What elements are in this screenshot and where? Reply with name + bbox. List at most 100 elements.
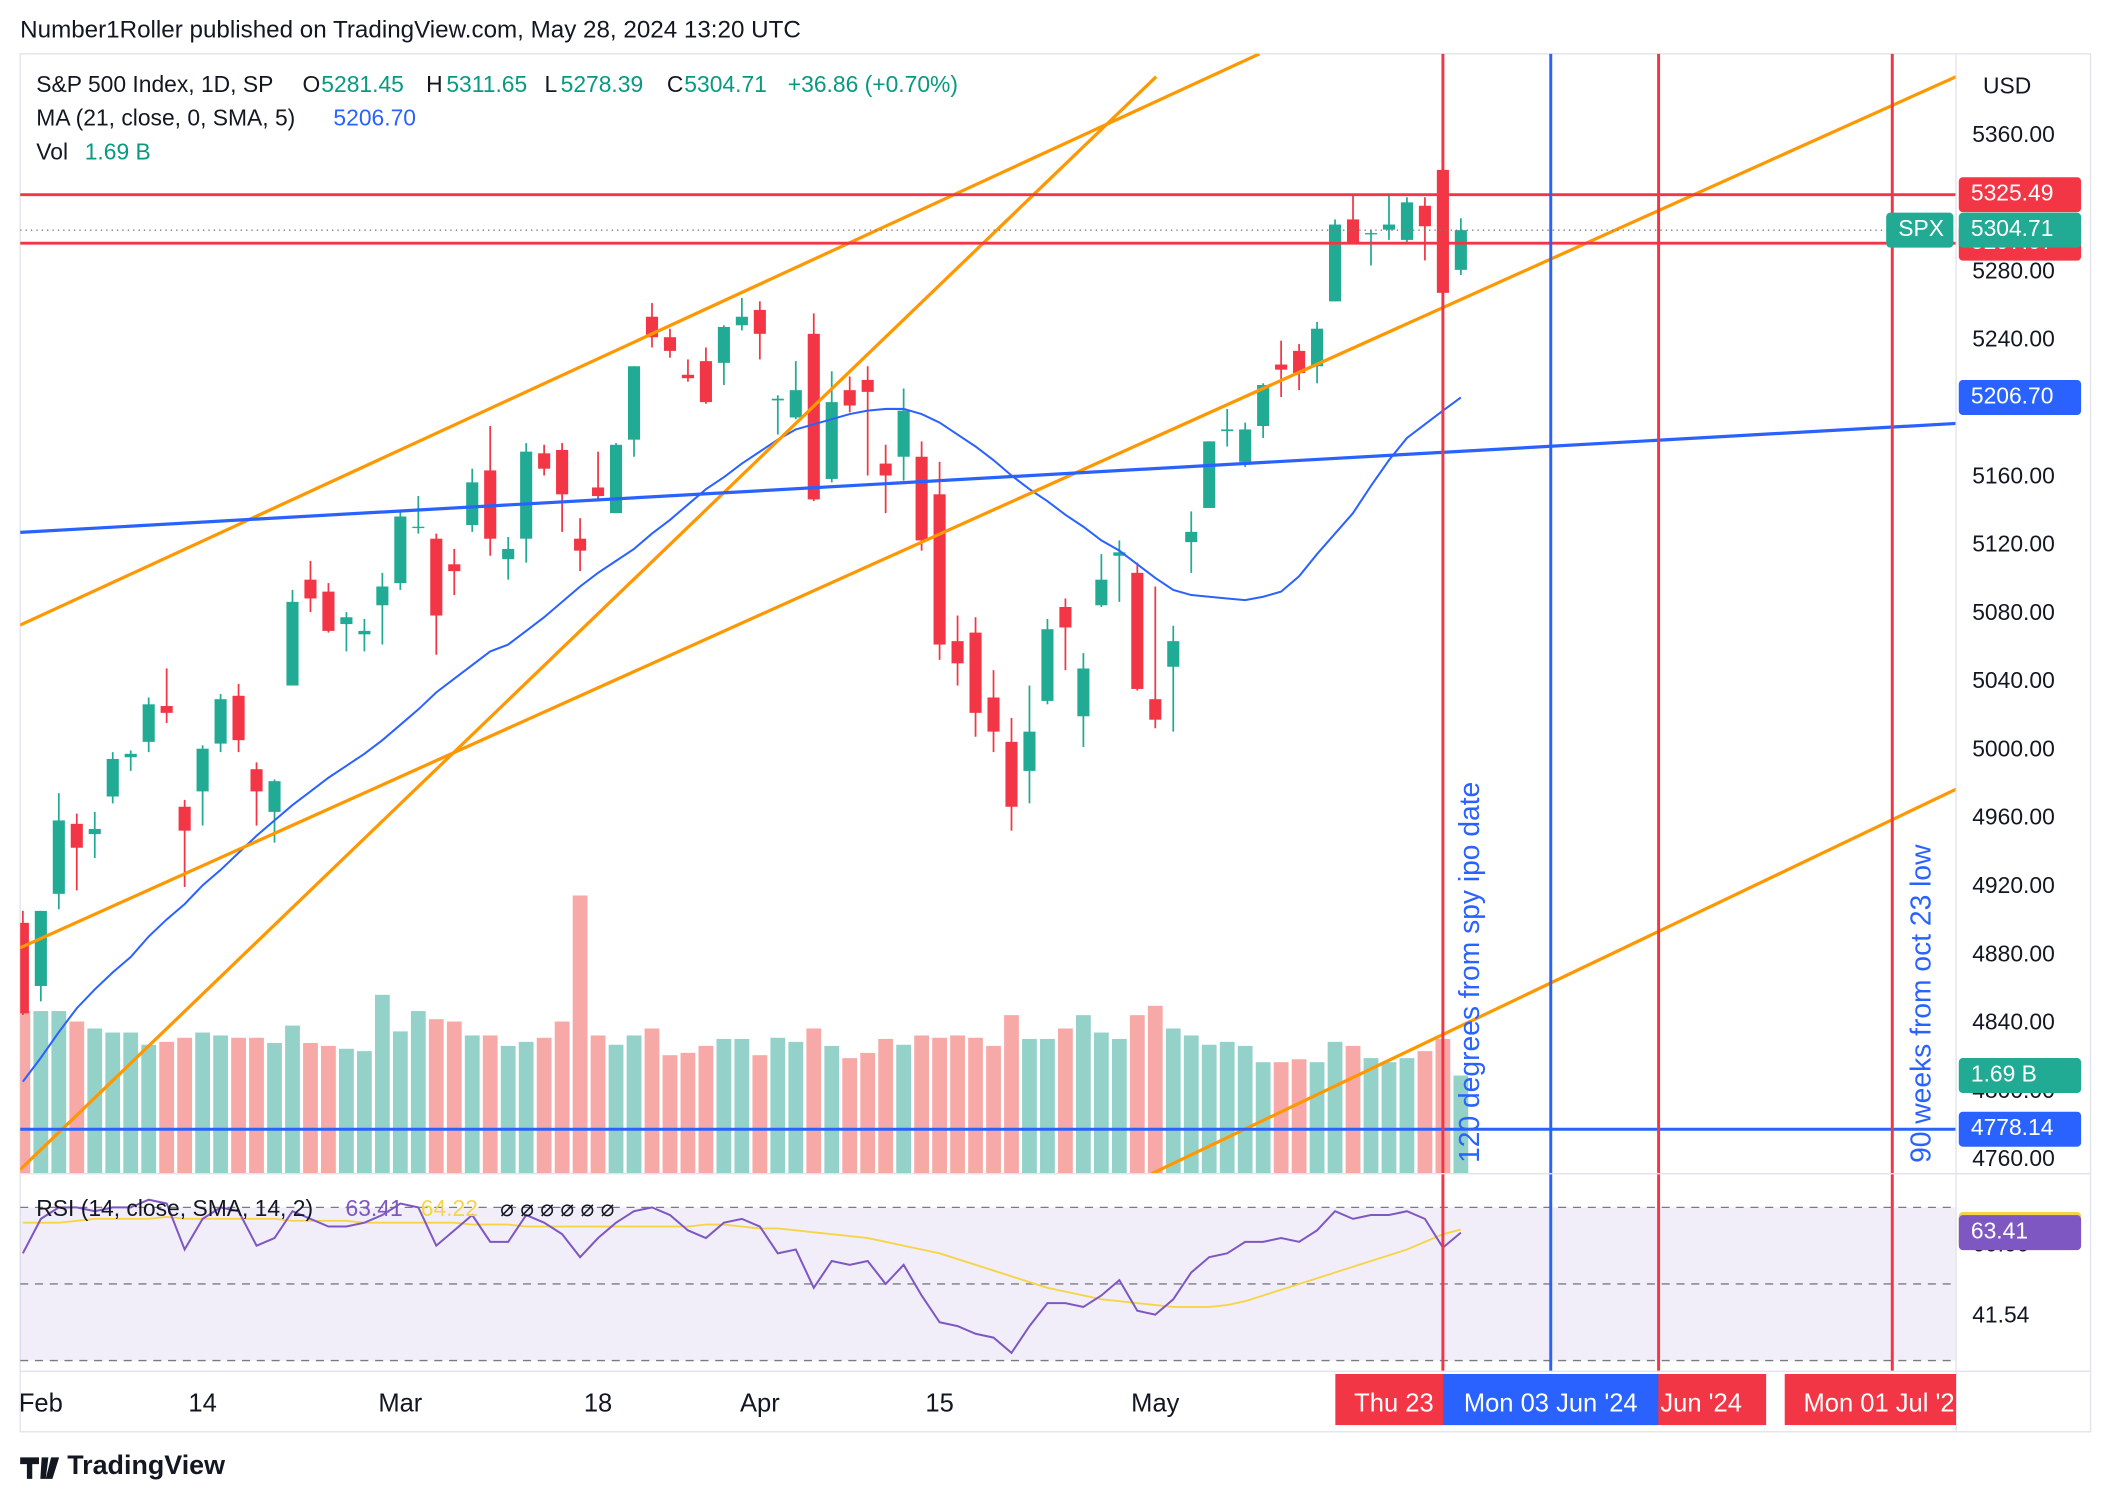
candle-body	[1005, 741, 1018, 807]
candle-body	[1221, 429, 1234, 432]
candle-body	[88, 828, 101, 835]
symbol-label-box	[1886, 212, 1954, 248]
brand: TradingView	[67, 1450, 225, 1480]
high: 5311.65	[446, 71, 527, 97]
candle-body	[1364, 233, 1378, 235]
candle-body	[1149, 699, 1162, 720]
volume-bar	[1004, 1015, 1019, 1174]
volume-bar	[932, 1037, 947, 1174]
volume-bar	[860, 1052, 876, 1174]
volume-label-box	[1958, 1058, 2082, 1094]
candle-body	[1167, 641, 1180, 667]
candle-body	[1185, 531, 1198, 543]
hline-label: 5325.49	[1971, 180, 2054, 206]
rsi-nulls: ⌀ ⌀ ⌀ ⌀ ⌀ ⌀	[500, 1195, 614, 1221]
y-tick-label: 5240.00	[1972, 326, 2055, 352]
logo	[20, 1457, 60, 1479]
candle-body	[915, 456, 928, 541]
candle-body	[771, 398, 784, 401]
l-label: L	[544, 71, 557, 97]
volume-bar	[1399, 1058, 1415, 1174]
date-box	[1784, 1373, 1957, 1426]
ma-label: 5206.70	[1971, 383, 2054, 409]
ma-label-box	[1958, 380, 2082, 415]
x-tick-label: 15	[925, 1390, 953, 1418]
candle-body	[1113, 552, 1126, 556]
close: 5304.71	[684, 71, 767, 97]
candle-body	[124, 753, 137, 758]
volume-bar	[1327, 1041, 1343, 1174]
candle-body	[933, 494, 946, 645]
candle-body	[843, 390, 856, 406]
candle-body	[681, 374, 694, 379]
frame	[19, 53, 2092, 1433]
volume-bar	[698, 1045, 714, 1174]
volume-bar	[1309, 1062, 1325, 1174]
candle-body	[592, 487, 605, 497]
x-tick-label: Feb	[19, 1390, 63, 1418]
candle-body	[70, 823, 83, 848]
volume-bar	[20, 1011, 31, 1174]
candle-body	[1418, 205, 1431, 227]
candle-body	[1311, 328, 1324, 367]
rsi-pane	[20, 1198, 1957, 1362]
candle-body	[1275, 364, 1288, 370]
candle-body	[1077, 668, 1090, 717]
candle-body	[556, 449, 569, 495]
volume-bar	[842, 1058, 858, 1174]
volume-bar	[1129, 1015, 1145, 1174]
volume-bar	[231, 1037, 246, 1174]
volume-bar	[87, 1028, 103, 1174]
candle-body	[178, 806, 191, 831]
h-label: H	[426, 71, 443, 97]
volume-bar	[285, 1025, 300, 1174]
candle-body	[34, 910, 47, 987]
c-label: C	[667, 71, 684, 97]
volume-bar	[788, 1041, 804, 1174]
candle-body	[160, 706, 173, 713]
candle-body	[1293, 350, 1306, 374]
o-label: O	[302, 71, 320, 97]
candle-body	[1041, 629, 1054, 701]
hline-label: 4778.14	[1971, 1114, 2054, 1140]
date-label: Mon 01 Jul '2	[1804, 1390, 1955, 1418]
trendline	[20, 421, 1957, 534]
y-tick-label: 5280.00	[1972, 257, 2055, 283]
candle-body	[214, 699, 227, 744]
candle-body	[879, 463, 892, 476]
volume-bar	[536, 1037, 552, 1174]
rsi-signal-value: 64.22	[421, 1195, 478, 1221]
volume-bar	[896, 1044, 912, 1174]
volume-bar	[428, 1019, 444, 1174]
candle-body	[268, 781, 281, 812]
hline-label-box	[1958, 1111, 2082, 1147]
volume-bar	[500, 1045, 516, 1174]
trendline	[20, 53, 1261, 627]
candle-body	[1328, 224, 1342, 302]
candle-body	[1346, 219, 1360, 244]
candle-body	[753, 309, 766, 334]
volume-bar	[51, 1011, 67, 1174]
candle-body	[304, 579, 317, 599]
volume-bar	[644, 1028, 660, 1174]
symbol-label: SPX	[1898, 215, 1944, 241]
candle-body	[1400, 202, 1413, 240]
candle-body	[735, 316, 748, 326]
candle-body	[825, 402, 838, 479]
volume-bar	[1273, 1062, 1289, 1174]
volume-bar	[1201, 1044, 1217, 1174]
rsi-name: RSI (14, close, SMA, 14, 2)	[36, 1195, 313, 1221]
volume-bar	[968, 1037, 983, 1174]
ma-line	[22, 396, 1462, 1083]
volume-bar	[1058, 1028, 1073, 1174]
volume-bar	[1453, 1075, 1469, 1174]
volume-bar	[914, 1035, 930, 1174]
volume-bar	[716, 1038, 732, 1174]
candle-body	[663, 337, 677, 351]
x-tick-label: 14	[188, 1390, 216, 1418]
volume-bar	[1363, 1058, 1379, 1174]
volume-bar	[950, 1035, 965, 1174]
volume-bar	[752, 1055, 768, 1174]
volume-bar	[626, 1035, 642, 1174]
volume-bar	[1147, 1005, 1163, 1174]
